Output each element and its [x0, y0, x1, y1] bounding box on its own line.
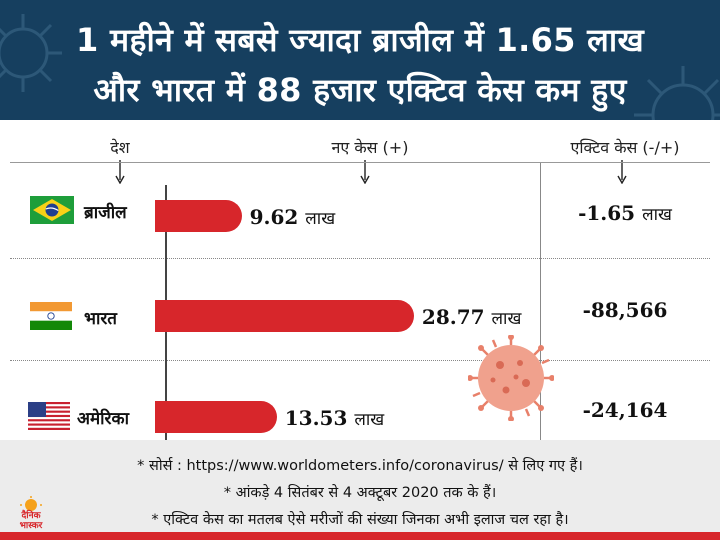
virus-icon — [468, 335, 554, 421]
active-cases-brazil: -1.65 लाख — [578, 201, 672, 225]
logo-line-2: भास्कर — [19, 521, 43, 531]
india-flag-icon — [30, 302, 72, 330]
bar-usa — [155, 401, 277, 433]
country-label-usa: अमेरिका — [77, 409, 129, 429]
footnote-panel — [0, 440, 720, 540]
active-cases-india: -88,566 — [582, 298, 668, 322]
down-arrow-icon — [115, 160, 125, 184]
bottom-strip — [0, 532, 720, 540]
row-divider — [10, 258, 710, 259]
title-line-1: 1 महीने में सबसे ज्यादा ब्राजील में 1.65… — [76, 21, 644, 59]
down-arrow-icon — [617, 160, 627, 184]
header-banner: 1 महीने में सबसे ज्यादा ब्राजील में 1.65… — [0, 0, 720, 120]
data-label-brazil: 9.62 लाख — [249, 205, 336, 229]
column-header-country: देश — [110, 138, 130, 157]
footnote-definition: * एक्टिव केस का मतलब ऐसे मरीजों की संख्य… — [151, 512, 569, 528]
virus-icon — [634, 66, 720, 120]
dainik-bhaskar-logo: दैनिक भास्कर — [8, 496, 54, 536]
title-line-2: और भारत में 88 हजार एक्टिव केस कम हुए — [93, 71, 627, 109]
column-header-active-cases: एक्टिव केस (-/+) — [570, 138, 680, 157]
country-label-brazil: ब्राजील — [84, 203, 127, 223]
logo-line-1: दैनिक — [21, 511, 41, 521]
column-divider — [540, 163, 541, 440]
bar-brazil — [155, 200, 242, 232]
data-label-usa: 13.53 लाख — [284, 406, 385, 430]
column-header-new-cases: नए केस (+) — [331, 138, 409, 157]
bar-india — [155, 300, 414, 332]
brazil-flag-icon — [30, 196, 74, 224]
usa-flag-icon — [28, 402, 70, 430]
down-arrow-icon — [360, 160, 370, 184]
header-divider — [10, 162, 710, 163]
footnote-dates: * आंकड़े 4 सितंबर से 4 अक्टूबर 2020 तक क… — [223, 485, 497, 501]
data-label-india: 28.77 लाख — [421, 305, 522, 329]
country-label-india: भारत — [84, 309, 117, 329]
row-divider — [10, 360, 710, 361]
footnote-source: * सोर्स : https://www.worldometers.info/… — [137, 458, 583, 474]
virus-icon — [0, 14, 62, 92]
active-cases-usa: -24,164 — [582, 398, 668, 422]
